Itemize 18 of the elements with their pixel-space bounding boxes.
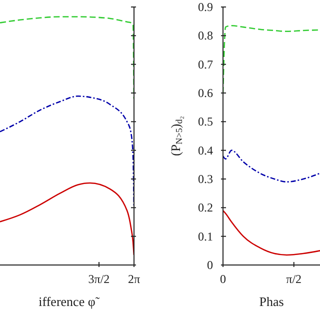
y-tick-label: 0.7 <box>198 57 213 72</box>
y-tick-label: 0.6 <box>198 86 213 100</box>
y-tick-label: 0.9 <box>198 0 213 14</box>
x-axis-title: ifference φ̃ <box>38 294 100 309</box>
y-tick-label: 0.1 <box>198 229 213 244</box>
x-tick-label: 3π/2 <box>88 272 110 286</box>
x-tick-label: π/2 <box>286 272 302 286</box>
y-tick-label: 0.4 <box>198 143 213 158</box>
y-tick-label: 0.3 <box>198 172 213 186</box>
line-series <box>223 210 320 256</box>
x-tick-label: 2π <box>128 272 140 286</box>
y-tick-label: 0.8 <box>198 28 213 43</box>
line-series <box>223 150 320 183</box>
y-tick-label: 0.5 <box>198 114 213 129</box>
y-tick-label: 0.2 <box>198 200 213 215</box>
x-axis-title: Phas <box>259 294 284 309</box>
y-tick-label: 0 <box>207 258 213 272</box>
x-tick-label: 0 <box>220 272 226 286</box>
